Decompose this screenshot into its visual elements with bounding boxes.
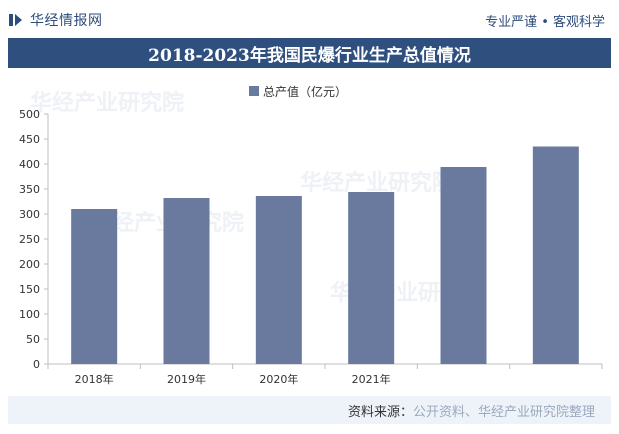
y-tick-label: 450 xyxy=(19,133,40,146)
footer: 资料来源：公开资料、华经产业研究院整理 xyxy=(8,396,611,424)
source-label: 资料来源： xyxy=(347,404,413,420)
bar-series xyxy=(71,146,579,364)
x-tick-label: 2019年 xyxy=(167,372,206,386)
y-tick-label: 350 xyxy=(19,183,40,196)
source-line: 资料来源：公开资料、华经产业研究院整理 xyxy=(348,401,595,420)
header: 华经情报网 专业严谨 • 客观科学 xyxy=(8,6,611,34)
y-tick-label: 200 xyxy=(19,258,40,271)
bar xyxy=(71,209,118,364)
legend-swatch xyxy=(249,86,259,96)
slogan: 专业严谨 • 客观科学 xyxy=(485,14,605,30)
bar xyxy=(348,192,395,364)
y-tick-label: 250 xyxy=(19,233,40,246)
chart-title: 2018-2023年我国民爆行业生产总值情况 xyxy=(148,45,471,66)
y-tick-label: 500 xyxy=(19,108,40,121)
brand-logo-icon xyxy=(9,14,22,26)
bar xyxy=(440,167,487,364)
x-tick-label: 2018年 xyxy=(75,372,114,386)
y-tick-label: 150 xyxy=(19,283,40,296)
y-tick-label: 0 xyxy=(33,358,40,371)
legend-label: 总产值（亿元） xyxy=(263,84,347,99)
y-tick-label: 100 xyxy=(19,308,40,321)
y-tick-label: 400 xyxy=(19,158,40,171)
bar xyxy=(163,198,210,364)
brand-name: 华经情报网 xyxy=(30,13,103,29)
source-text: 公开资料、华经产业研究院整理 xyxy=(412,404,595,420)
brand: 华经情报网 xyxy=(8,10,103,30)
x-tick-label: 2020年 xyxy=(259,372,298,386)
bar xyxy=(532,146,579,364)
y-tick-label: 50 xyxy=(26,333,40,346)
chart-axes xyxy=(44,113,603,369)
title-bar: 2018-2023年我国民爆行业生产总值情况 xyxy=(8,38,611,68)
axis-labels: 0 50 100 150 200 250 300 350 400 450 500 2018年 2019年… xyxy=(19,108,391,386)
y-tick-label: 300 xyxy=(19,208,40,221)
legend: 总产值（亿元） xyxy=(249,84,347,99)
watermark-text: 华经产业研究院 xyxy=(300,170,454,196)
bar xyxy=(255,196,302,364)
watermark-text: 华经产业研究院 xyxy=(30,90,184,116)
x-tick-label: 2021年 xyxy=(352,372,391,386)
